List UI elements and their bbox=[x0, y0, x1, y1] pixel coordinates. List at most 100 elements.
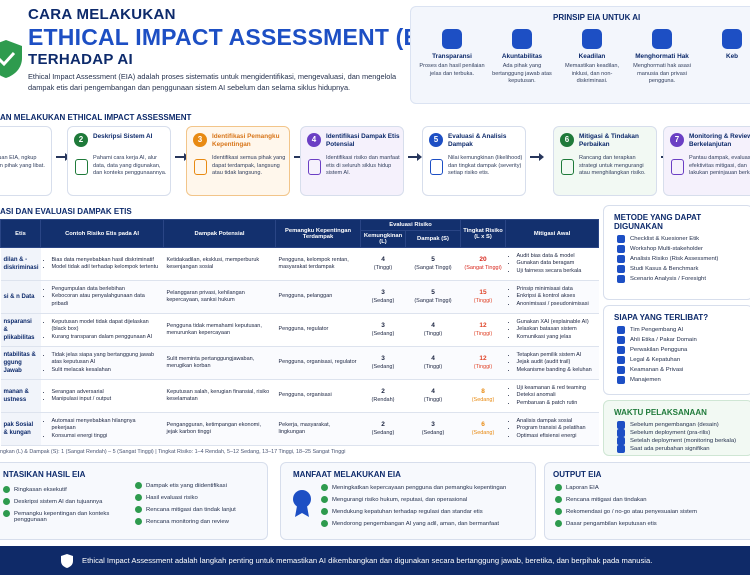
step-card: 6 Mitigasi & Tindakan Perbaikan Rancang da… bbox=[553, 126, 657, 196]
methods-panel: METODE YANG DAPAT DIGUNAKAN Checklist & K… bbox=[603, 205, 750, 300]
principle-desc: Menghormati hak asasi manusia dan privas… bbox=[633, 63, 691, 85]
bullet-list: Audit bias data & modelGunakan data bera… bbox=[509, 253, 596, 275]
bullet-item: Program transisi & pelatihan bbox=[517, 425, 596, 432]
likelihood-level: (Sedang) bbox=[371, 297, 395, 304]
intro: Ethical Impact Assessment (EIA) adalah p… bbox=[28, 72, 397, 92]
step-number: 4 bbox=[307, 133, 321, 147]
header-cell: Mitigasi Awal bbox=[505, 219, 600, 248]
bullet-item: Keputusan model tidak dapat dijelaskan (… bbox=[52, 319, 161, 334]
bullet-item: Tetapkan pemilik sistem AI bbox=[517, 352, 596, 359]
bullet-list: Uji keamanan & red teamingDeteksi anomal… bbox=[509, 385, 596, 407]
bullet-item: Anonimisasi / pseudonimisasi bbox=[517, 301, 596, 308]
participants-panel: SIAPA YANG TERLIBAT? Tim Pengembang AI Ahl… bbox=[603, 305, 750, 395]
table-row: manan & ustnessSerangan adversarialManip… bbox=[0, 379, 599, 413]
bullet-item: Analisis dampak sosial bbox=[517, 418, 596, 425]
severity-level: (Sangat Tinggi) bbox=[414, 297, 452, 304]
participants-item: Keamanan & Privasi bbox=[617, 366, 750, 374]
bullet-item: Gunakan XAI (explainable AI) bbox=[517, 319, 596, 326]
examples-cell: Keputusan model tidak dapat dijelaskan (… bbox=[40, 313, 164, 347]
evaluation-table: Etis Contoh Risiko Etis pada AI Dampak Pot… bbox=[0, 219, 600, 446]
bullet-list: Gunakan XAI (explainable AI)Jelaskan bat… bbox=[509, 319, 596, 341]
mitigation-cell: Tetapkan pemilik sistem AIJejak audit (a… bbox=[505, 346, 599, 380]
severity-score: 4 bbox=[431, 321, 435, 329]
risk-cell: 8 (Sedang) bbox=[460, 379, 506, 413]
likelihood-cell: 3 (Sedang) bbox=[360, 280, 406, 314]
documentation-title: NTASIKAN HASIL EIA bbox=[3, 470, 86, 479]
methods-item: Workshop Multi-stakeholder bbox=[617, 245, 750, 253]
medal-icon bbox=[293, 490, 311, 517]
participants-item: Perwakilan Pengguna bbox=[617, 346, 750, 354]
step-desc: Pahami cara kerja AI, alur data, data ya… bbox=[93, 155, 167, 177]
step-icon bbox=[194, 159, 207, 175]
benefits-list-item: Mendukung kepatuhan terhadap regulasi da… bbox=[321, 508, 533, 515]
step-number: 5 bbox=[429, 133, 443, 147]
header-cell: Dampak Potensial bbox=[163, 219, 276, 248]
severity-score: 4 bbox=[431, 387, 435, 395]
output-title: OUTPUT EIA bbox=[553, 470, 602, 479]
step-desc: Pantau dampak, evaluasi efektivitas miti… bbox=[689, 155, 750, 177]
step-desc: Nilai kemungkinan (likelihood) dan tingk… bbox=[448, 155, 523, 177]
bullet-item: Automasi menyebabkan hilangnya pekerjaan bbox=[52, 418, 161, 433]
shield-icon bbox=[0, 40, 22, 78]
severity-score: 5 bbox=[431, 255, 435, 263]
benefits-panel: MANFAAT MELAKUKAN EIA Meningkatkan keper… bbox=[280, 462, 536, 540]
principle-icon bbox=[512, 29, 532, 49]
bullet-item: Serangan adversarial bbox=[52, 389, 161, 396]
stakeholders-cell: Pengguna, organisasi, regulator bbox=[275, 346, 361, 380]
likelihood-score: 2 bbox=[381, 387, 385, 395]
principle: Menghormati Hak Menghormati hak asasi man… bbox=[629, 29, 695, 86]
step-card: asi ntukan tujuan EIA, ngkup sistem AI, n… bbox=[0, 126, 52, 196]
risk-cell: 6 (Sedang) bbox=[460, 412, 506, 446]
severity-cell: 5 (Sangat Tinggi) bbox=[405, 247, 461, 281]
principle-icon bbox=[582, 29, 602, 49]
benefits-list: Meningkatkan kepercayaan pengguna dan pe… bbox=[321, 484, 533, 533]
table-row: pak Sosial & kunganAutomasi menyebabkan … bbox=[0, 412, 599, 446]
impact-cell: Keputusan salah, kerugian finansial, ris… bbox=[163, 379, 276, 413]
principle: Keadilan Memastikan keadilan, inklusi, da… bbox=[559, 29, 625, 86]
risk-cell: 12 (Tinggi) bbox=[460, 346, 506, 380]
step-desc: Rancang dan terapkan strategi untuk meng… bbox=[579, 155, 646, 177]
step-number: 3 bbox=[193, 133, 207, 147]
bullet-list: Automasi menyebabkan hilangnya pekerjaan… bbox=[44, 418, 161, 440]
mitigation-cell: Analisis dampak sosialProgram transisi &… bbox=[505, 412, 599, 446]
impact-cell: Pelanggaran privasi, kehilangan kepercay… bbox=[163, 280, 276, 314]
bullet-item: Optimasi efisiensi energi bbox=[517, 433, 596, 440]
principles-title: PRINSIP EIA UNTUK AI bbox=[553, 13, 641, 22]
risk-level: (Sedang) bbox=[471, 396, 495, 403]
step-arrow bbox=[530, 153, 544, 161]
output-list-item: Laporan EIA bbox=[555, 484, 750, 491]
bullet-item: Jelaskan batasan sistem bbox=[517, 326, 596, 333]
likelihood-score: 2 bbox=[381, 420, 385, 428]
step-title: Evaluasi & Analisis Dampak bbox=[448, 133, 507, 149]
title-line2: ETHICAL IMPACT ASSESSMENT (EIA) bbox=[28, 24, 451, 50]
step-icon bbox=[430, 159, 443, 175]
principle-desc: Ada pihak yang bertanggung jawab atas ke… bbox=[492, 63, 552, 85]
principle-name: Akuntabilitas bbox=[501, 53, 543, 60]
bullet-item: Konsumsi energi tinggi bbox=[52, 433, 161, 440]
benefits-title: MANFAAT MELAKUKAN EIA bbox=[293, 470, 401, 479]
mitigation-cell: Uji keamanan & red teamingDeteksi anomal… bbox=[505, 379, 599, 413]
step-icon bbox=[75, 159, 88, 175]
methods-item: Scenario Analysis / Foresight bbox=[617, 275, 750, 283]
timing-item: Saat ada perubahan signifikan bbox=[617, 445, 750, 453]
methods-item: Studi Kasus & Benchmark bbox=[617, 265, 750, 273]
likelihood-score: 3 bbox=[381, 288, 385, 296]
documentation-panel: NTASIKAN HASIL EIA Ringkasan eksekutif Des… bbox=[0, 462, 268, 540]
impact-cell: Ketidakadilan, eksklusi, memperburuk kes… bbox=[163, 247, 276, 281]
step-card: 5 Evaluasi & Analisis Dampak Nilai kemungk… bbox=[422, 126, 526, 196]
stakeholders-cell: Pengguna, pelanggan bbox=[275, 280, 361, 314]
header-cell: Pemangku Kepentingan Terdampak bbox=[275, 219, 361, 248]
risk-level: (Tinggi) bbox=[473, 297, 493, 304]
step-number: 6 bbox=[560, 133, 574, 147]
stakeholders-cell: Pengguna, regulator bbox=[275, 313, 361, 347]
likelihood-cell: 2 (Rendah) bbox=[360, 379, 406, 413]
participants-item: Legal & Kepatuhan bbox=[617, 356, 750, 364]
step-arrow bbox=[408, 153, 422, 161]
bullet-item: Gunakan data beragam bbox=[517, 260, 596, 267]
bullet-item: Uji keamanan & red teaming bbox=[517, 385, 596, 392]
step-number: 2 bbox=[74, 133, 88, 147]
severity-cell: 4 (Tinggi) bbox=[405, 346, 461, 380]
aspect-cell: si & n Data bbox=[0, 280, 41, 314]
step-desc: Identifikasi risiko dan manfaat etis di … bbox=[326, 155, 400, 177]
